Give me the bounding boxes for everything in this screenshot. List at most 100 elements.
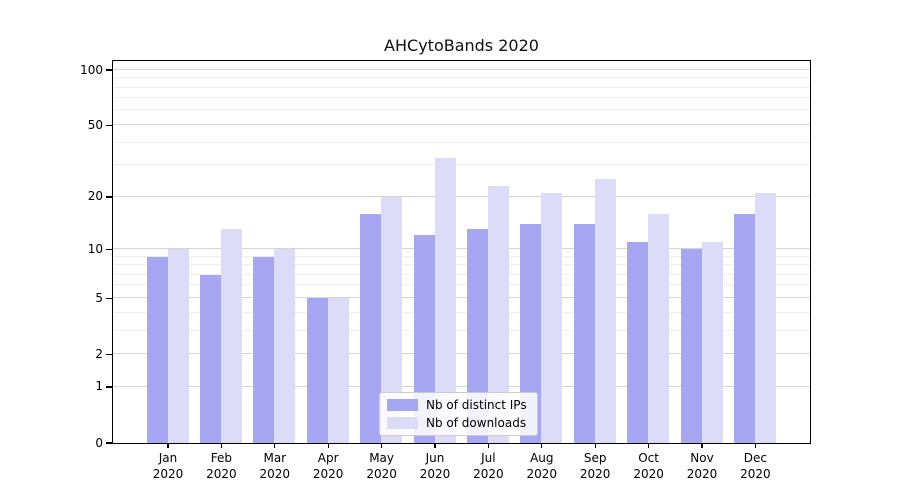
bar-downloads bbox=[754, 192, 776, 443]
bar-downloads bbox=[701, 241, 723, 443]
year-label: 2020 bbox=[419, 467, 451, 481]
minor-gridline bbox=[112, 86, 810, 88]
legend-entry-downloads: Nb of downloads bbox=[387, 416, 527, 430]
x-tick bbox=[754, 443, 757, 448]
bar-downloads bbox=[274, 248, 296, 443]
year-label: 2020 bbox=[259, 467, 291, 481]
year-label: 2020 bbox=[312, 467, 344, 481]
month-label: Dec bbox=[743, 451, 767, 465]
minor-gridline bbox=[112, 329, 810, 331]
x-tick bbox=[434, 443, 436, 448]
major-gridline bbox=[112, 247, 810, 249]
x-tick bbox=[487, 443, 490, 448]
legend-entry-distinct-ips: Nb of distinct IPs bbox=[387, 398, 527, 412]
y-tick bbox=[106, 353, 113, 355]
major-gridline bbox=[112, 385, 810, 387]
bar-distinct-ips bbox=[253, 256, 275, 443]
y-tick-label: 20 bbox=[87, 189, 103, 204]
y-tick bbox=[106, 124, 113, 126]
x-tick-label: Nov 2020 bbox=[667, 450, 737, 482]
bar-distinct-ips bbox=[680, 248, 702, 443]
plot-area bbox=[111, 59, 811, 444]
month-label: Jan bbox=[158, 451, 178, 465]
x-tick-label: Dec 2020 bbox=[720, 450, 790, 482]
bar-distinct-ips bbox=[573, 223, 595, 443]
bar-downloads bbox=[648, 213, 670, 443]
x-tick-label: Aug 2020 bbox=[507, 450, 577, 482]
year-label: 2020 bbox=[473, 467, 504, 481]
bar-distinct-ips bbox=[627, 241, 649, 443]
bar-downloads bbox=[434, 157, 456, 443]
y-tick bbox=[106, 248, 113, 250]
year-label: 2020 bbox=[152, 467, 184, 481]
bar-downloads bbox=[167, 248, 189, 443]
bar-distinct-ips bbox=[733, 213, 755, 443]
legend-label-distinct-ips: Nb of distinct IPs bbox=[426, 398, 527, 412]
bar-distinct-ips bbox=[360, 213, 382, 443]
y-tick bbox=[106, 69, 113, 71]
y-tick-label: 0 bbox=[95, 435, 103, 450]
major-gridline bbox=[112, 123, 810, 125]
bar-distinct-ips bbox=[306, 297, 328, 443]
major-gridline bbox=[112, 352, 810, 354]
month-label: Feb bbox=[210, 451, 233, 465]
y-tick-label: 1 bbox=[95, 379, 103, 394]
year-label: 2020 bbox=[633, 467, 664, 481]
y-tick-label: 10 bbox=[87, 241, 103, 256]
month-label: Jun bbox=[425, 451, 445, 465]
y-tick bbox=[106, 386, 113, 388]
minor-gridline bbox=[112, 164, 810, 166]
year-label: 2020 bbox=[579, 467, 611, 481]
legend: Nb of distinct IPs Nb of downloads bbox=[379, 392, 538, 436]
y-tick bbox=[106, 442, 113, 444]
y-tick-label: 5 bbox=[95, 290, 103, 305]
year-label: 2020 bbox=[740, 467, 771, 481]
bar-downloads bbox=[381, 196, 403, 443]
legend-label-downloads: Nb of downloads bbox=[426, 416, 527, 430]
month-label: Sep bbox=[583, 451, 607, 465]
x-tick bbox=[701, 443, 703, 448]
x-tick-label: Apr 2020 bbox=[293, 450, 363, 482]
major-gridline bbox=[112, 68, 810, 70]
year-label: 2020 bbox=[206, 467, 237, 481]
x-tick-label: Oct 2020 bbox=[614, 450, 684, 482]
month-label: Aug bbox=[530, 451, 554, 465]
x-tick-label: Feb 2020 bbox=[186, 450, 256, 482]
minor-gridline bbox=[112, 141, 810, 143]
x-tick bbox=[167, 443, 169, 448]
y-tick-label: 2 bbox=[95, 346, 103, 361]
y-tick bbox=[106, 297, 113, 299]
x-tick bbox=[327, 443, 329, 448]
x-tick-label: Mar 2020 bbox=[240, 450, 310, 482]
x-tick-label: May 2020 bbox=[347, 450, 417, 482]
bar-downloads bbox=[541, 192, 563, 443]
year-label: 2020 bbox=[686, 467, 718, 481]
y-tick-label: 100 bbox=[80, 62, 103, 77]
bar-downloads bbox=[220, 229, 242, 443]
minor-gridline bbox=[112, 97, 810, 99]
legend-swatch-distinct-ips bbox=[387, 399, 418, 411]
month-label: Oct bbox=[638, 451, 659, 465]
major-gridline bbox=[112, 195, 810, 197]
minor-gridline bbox=[112, 273, 810, 275]
bar-distinct-ips bbox=[413, 235, 435, 443]
month-label: Apr bbox=[317, 451, 339, 465]
minor-gridline bbox=[112, 255, 810, 257]
minor-gridline bbox=[112, 284, 810, 286]
month-label: May bbox=[369, 451, 394, 465]
x-tick bbox=[594, 443, 596, 448]
bar-downloads bbox=[327, 297, 349, 443]
minor-gridline bbox=[112, 311, 810, 313]
bar-distinct-ips bbox=[199, 274, 221, 443]
bar-distinct-ips bbox=[466, 229, 488, 443]
x-tick-label: Jun 2020 bbox=[400, 450, 470, 482]
month-label: Nov bbox=[690, 451, 714, 465]
x-tick-label: Jul 2020 bbox=[453, 450, 523, 482]
bar-distinct-ips bbox=[146, 256, 168, 443]
month-label: Jul bbox=[481, 451, 496, 465]
minor-gridline bbox=[112, 109, 810, 111]
x-tick bbox=[380, 443, 383, 448]
x-tick-label: Jan 2020 bbox=[133, 450, 203, 482]
bar-distinct-ips bbox=[520, 223, 542, 443]
